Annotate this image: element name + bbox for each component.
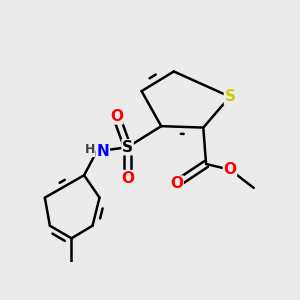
Text: S: S xyxy=(224,89,236,104)
Text: O: O xyxy=(224,162,236,177)
Text: S: S xyxy=(122,140,133,155)
Text: O: O xyxy=(121,170,134,185)
Text: O: O xyxy=(170,176,183,191)
Text: N: N xyxy=(97,144,109,159)
Text: O: O xyxy=(110,109,123,124)
Text: H: H xyxy=(85,143,95,157)
